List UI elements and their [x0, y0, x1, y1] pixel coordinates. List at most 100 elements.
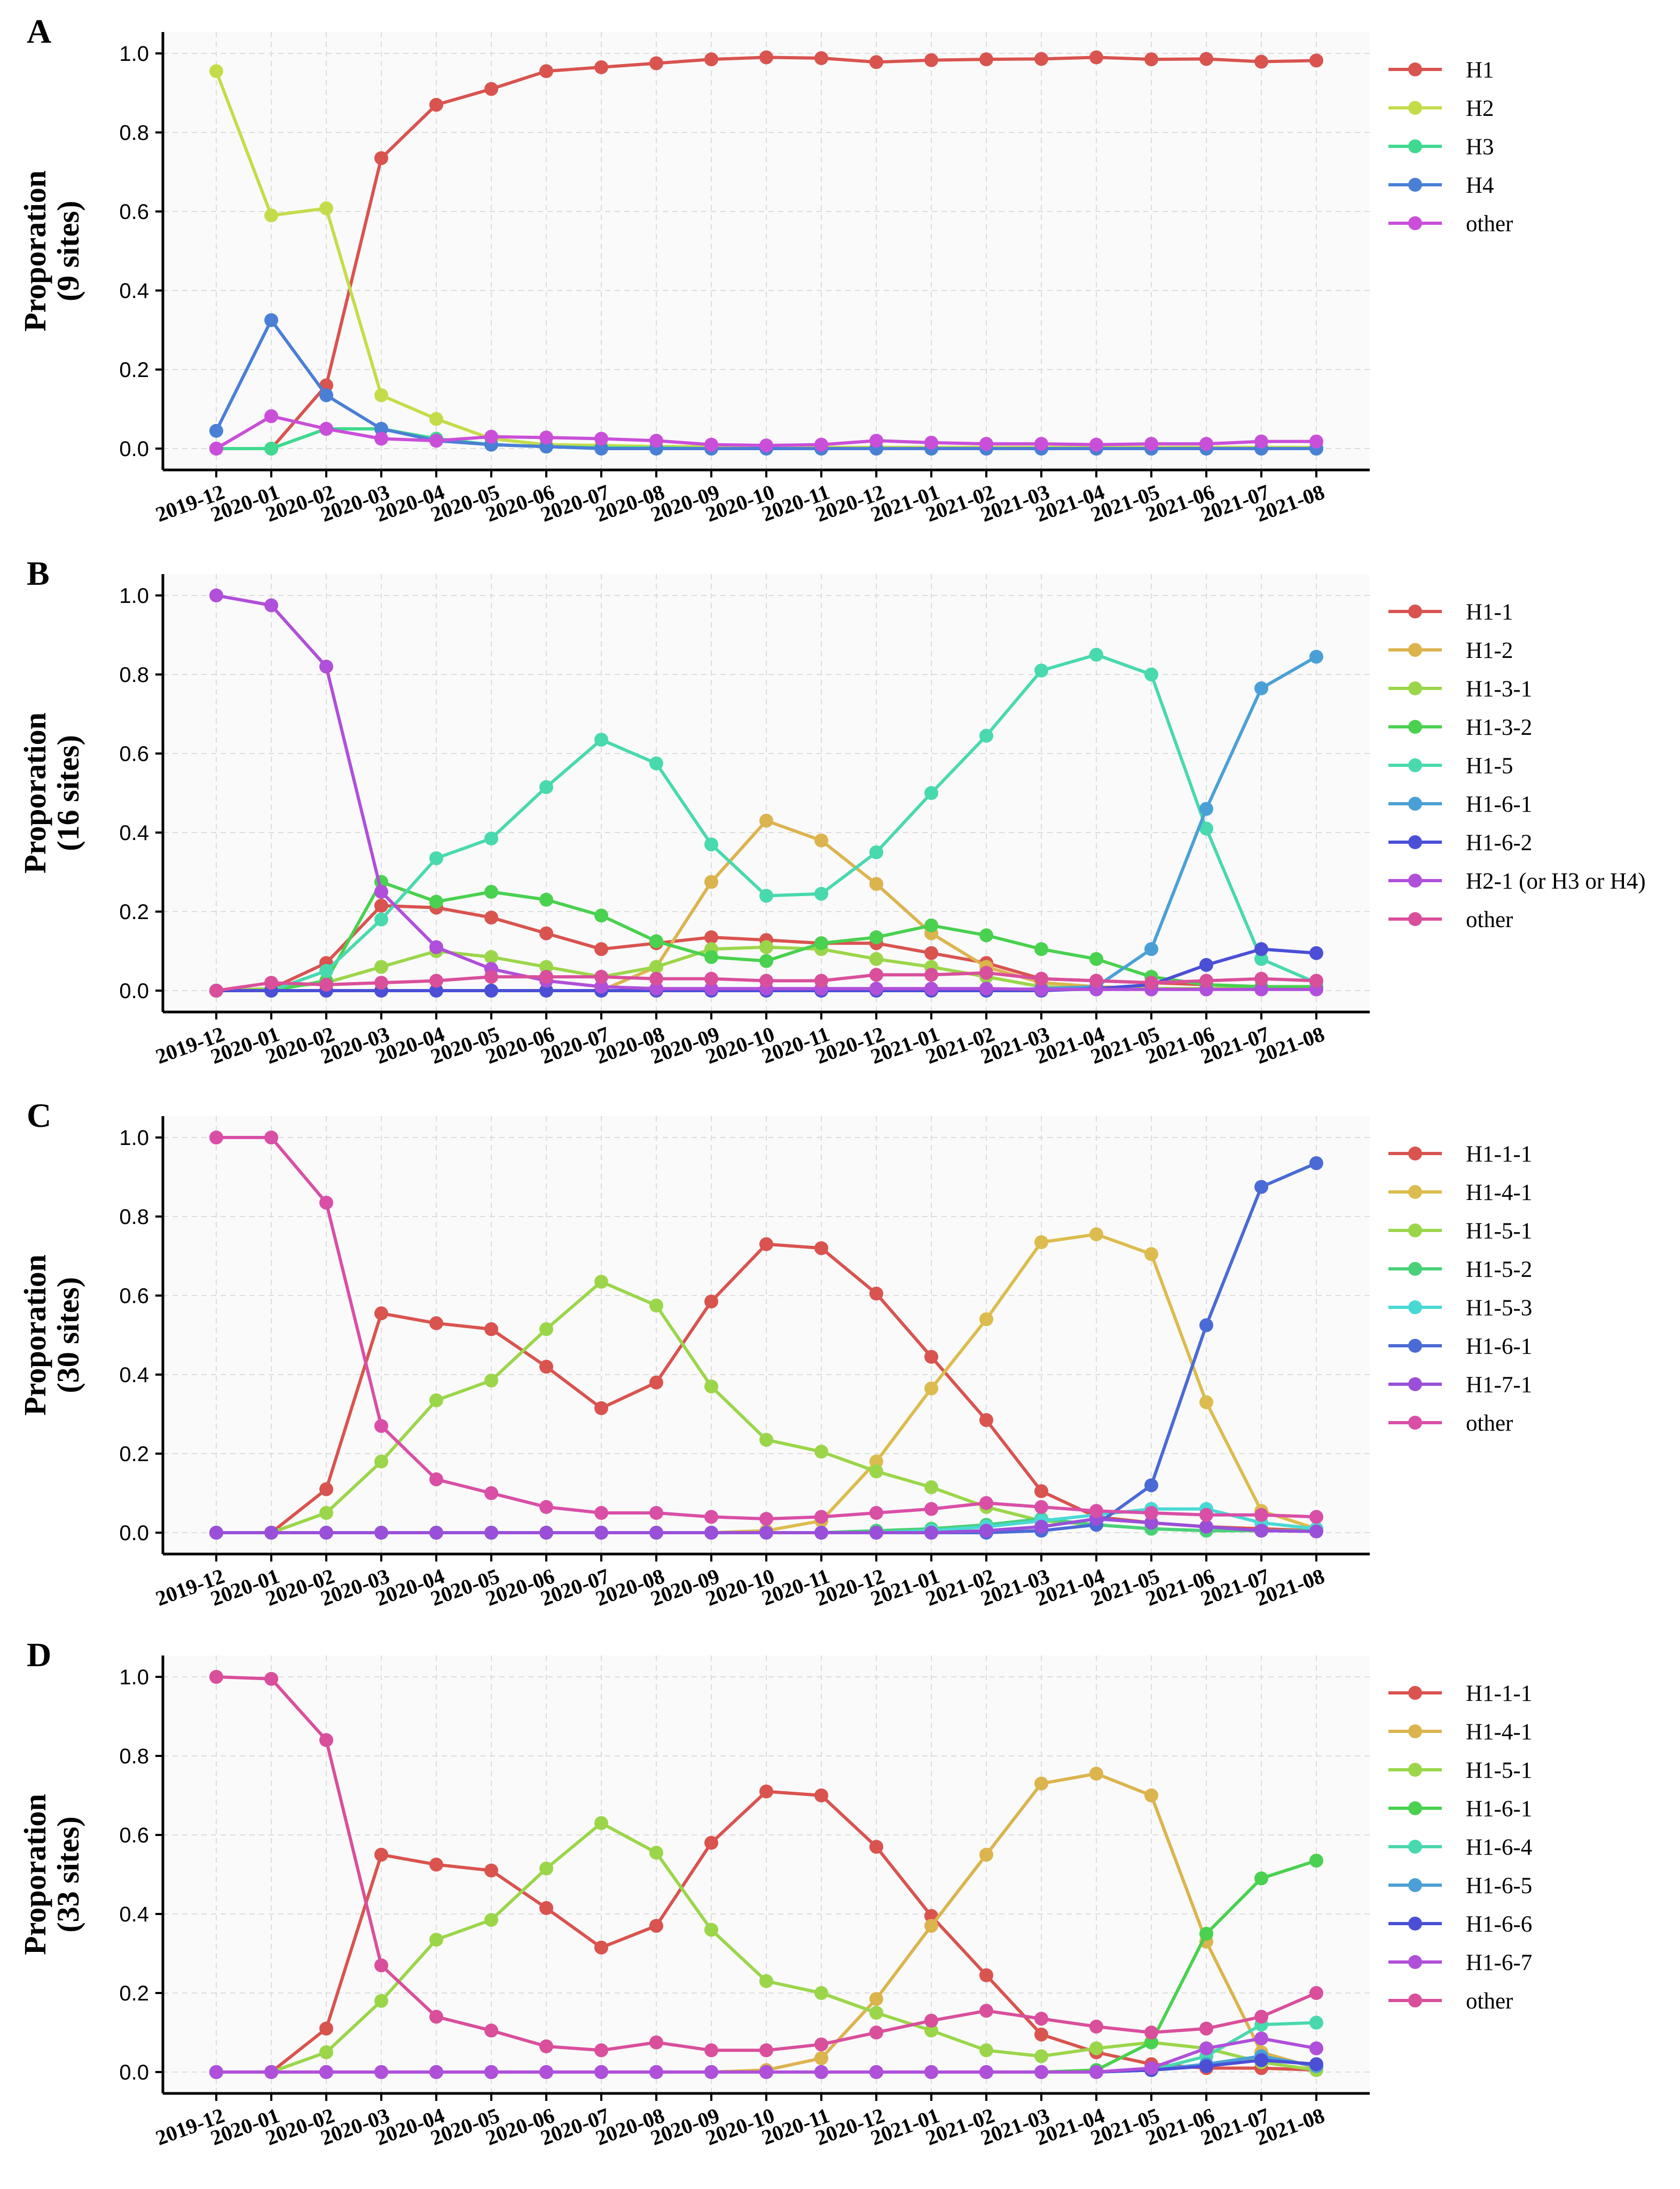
data-point: [1034, 982, 1048, 997]
data-point: [1034, 1235, 1048, 1250]
legend-item: H1-6-6: [1388, 1912, 1532, 1937]
data-point: [429, 434, 443, 448]
data-point: [924, 1350, 938, 1364]
data-point: [1144, 1788, 1158, 1802]
data-point: [979, 1524, 993, 1538]
data-point: [539, 430, 553, 445]
data-point: [429, 412, 443, 426]
data-point: [924, 2065, 938, 2079]
data-point: [814, 1788, 828, 1802]
legend-swatch-marker: [1408, 1917, 1422, 1931]
y-tick-label: 1.0: [119, 1126, 149, 1150]
panel-letter: D: [27, 1636, 51, 1674]
data-point: [1199, 974, 1213, 988]
data-point: [869, 2026, 883, 2039]
data-point: [1034, 2012, 1048, 2026]
legend-swatch-marker: [1408, 912, 1422, 926]
data-point: [979, 2004, 993, 2018]
data-point: [429, 98, 443, 112]
data-point: [484, 82, 498, 96]
data-point: [319, 422, 333, 436]
data-point: [209, 2065, 223, 2079]
data-point: [429, 851, 443, 866]
data-point: [1089, 974, 1103, 988]
legend-item: H3: [1388, 135, 1494, 160]
data-point: [429, 1933, 443, 1947]
data-point: [319, 1196, 333, 1210]
data-point: [1254, 2053, 1268, 2067]
data-point: [264, 1672, 278, 1686]
data-point: [759, 940, 773, 954]
data-point: [704, 1923, 718, 1937]
data-point: [1309, 2057, 1323, 2072]
data-point: [374, 1419, 388, 1433]
series-h1-3-2: [209, 875, 1323, 998]
data-point: [1199, 958, 1213, 972]
data-point: [814, 51, 828, 65]
data-point: [869, 877, 883, 891]
data-point: [1144, 668, 1158, 681]
data-point: [1144, 437, 1158, 451]
data-point: [594, 442, 608, 456]
data-point: [1199, 1318, 1213, 1332]
legend-item: other: [1388, 1989, 1513, 2014]
data-point: [814, 936, 828, 951]
data-point: [319, 1506, 333, 1520]
data-point: [704, 1526, 718, 1540]
data-point: [869, 55, 883, 69]
data-point: [1034, 971, 1048, 986]
data-point: [1034, 437, 1048, 451]
data-point: [209, 589, 223, 602]
legend-item: H1-5-1: [1388, 1758, 1532, 1783]
legend-label: H1-1-1: [1466, 1681, 1532, 1706]
legend: H1-1 H1-2 H1-3-1 H1-3-2 H1-5 H1-6-1 H1-6-2 H2-1…: [1388, 600, 1646, 932]
data-point: [814, 886, 828, 901]
legend-label: H1-6-5: [1466, 1873, 1532, 1898]
data-point: [814, 1241, 828, 1256]
data-point: [209, 1131, 223, 1144]
data-point: [429, 984, 443, 998]
data-point: [704, 52, 718, 67]
data-point: [869, 1992, 883, 2006]
data-point: [539, 960, 553, 974]
data-point: [1254, 952, 1268, 966]
plot-area: [163, 32, 1370, 470]
data-point: [1034, 1484, 1048, 1498]
legend-label: H1-5-3: [1466, 1296, 1532, 1321]
legend-swatch-marker: [1408, 874, 1422, 888]
data-point: [1199, 2059, 1213, 2073]
data-point: [484, 2023, 498, 2038]
data-point: [429, 974, 443, 988]
legend-item: H1-4-1: [1388, 1180, 1532, 1205]
data-point: [1254, 434, 1268, 449]
legend-item: H4: [1388, 173, 1494, 198]
y-axis-label: (9 sites): [51, 201, 85, 301]
y-tick-label: 0.8: [119, 663, 149, 687]
y-tick-label: 0.6: [119, 1284, 149, 1308]
data-point: [1309, 1510, 1323, 1524]
data-point: [429, 895, 443, 909]
data-point: [374, 422, 388, 436]
data-point: [649, 1506, 663, 1520]
data-point: [814, 833, 828, 848]
data-point: [1199, 1927, 1213, 1941]
series-other: [209, 1131, 1323, 1526]
legend-item: H1-3-1: [1388, 677, 1532, 702]
legend-label: H1-4-1: [1466, 1180, 1532, 1205]
data-point: [649, 2035, 663, 2050]
series-h1: [209, 50, 1323, 456]
data-point: [539, 2065, 553, 2079]
legend-item: H1-6-2: [1388, 830, 1532, 856]
data-point: [979, 2065, 993, 2079]
panel-A: 0.00.20.40.60.81.02019-122020-012020-022…: [18, 12, 1513, 527]
y-axis-label: (30 sites): [51, 1277, 85, 1393]
data-point: [924, 1502, 938, 1516]
data-point: [594, 1526, 608, 1540]
legend-label: other: [1466, 1989, 1513, 2014]
data-point: [759, 2065, 773, 2079]
data-point: [374, 1958, 388, 1973]
data-point: [704, 837, 718, 852]
data-point: [704, 1510, 718, 1524]
legend-item: H1-6-4: [1388, 1835, 1532, 1860]
data-point: [484, 1486, 498, 1500]
